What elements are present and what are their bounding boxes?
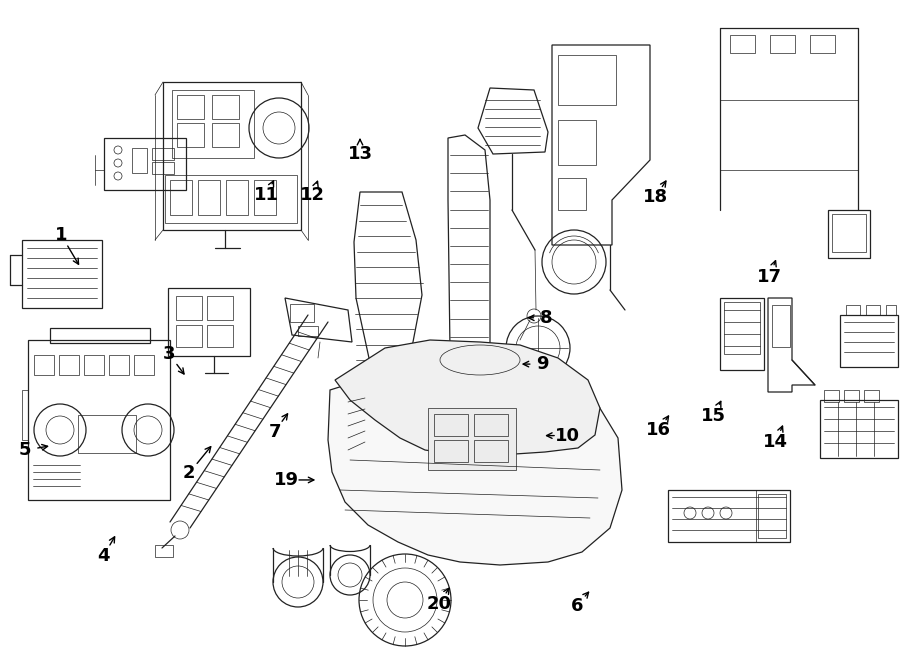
Bar [844,390,859,402]
Bar [558,55,616,105]
Text: 17: 17 [757,267,782,286]
Bar [428,408,516,470]
Bar [177,123,204,147]
Bar [155,545,173,557]
Text: 5: 5 [19,441,32,459]
Bar [254,180,276,215]
Text: 16: 16 [646,421,671,440]
Bar [226,180,248,215]
Text: 6: 6 [571,596,583,615]
Bar [730,35,755,53]
Bar [864,390,879,402]
Bar [28,340,170,500]
Bar [170,180,192,215]
Bar [810,35,835,53]
Bar [824,390,839,402]
Bar [165,175,297,223]
Bar [668,490,790,542]
Bar [134,355,154,375]
Bar [34,355,54,375]
Bar [298,326,318,336]
Text: 13: 13 [347,144,373,163]
Bar [176,325,202,347]
Bar [474,414,508,436]
Bar [290,304,314,322]
Text: 15: 15 [701,406,726,425]
Bar [434,414,468,436]
Bar [758,494,786,538]
Text: 14: 14 [763,433,788,451]
Bar [176,296,202,320]
Bar [84,355,104,375]
Bar [207,296,233,320]
Bar [846,305,860,315]
Polygon shape [328,362,622,565]
Bar [104,138,186,190]
Bar [177,95,204,119]
Text: 7: 7 [268,422,281,441]
Text: 19: 19 [274,471,299,489]
Bar [832,214,866,252]
Bar [50,328,150,343]
Bar [772,305,790,347]
Bar [132,148,147,173]
Bar [828,210,870,258]
Bar [109,355,129,375]
Bar [474,440,508,462]
Bar [163,82,301,230]
Bar [172,90,254,158]
Bar [198,180,220,215]
Text: 11: 11 [254,186,279,205]
Bar [212,95,239,119]
Bar [866,305,880,315]
Text: 12: 12 [300,186,325,205]
Bar [886,305,896,315]
Bar [168,288,250,356]
Bar [720,298,764,370]
Bar [78,415,136,453]
Bar [22,240,102,308]
Bar [212,123,239,147]
Text: 4: 4 [97,547,110,565]
Bar [152,162,174,174]
Bar [558,120,596,165]
Text: 3: 3 [163,345,176,363]
Bar [840,315,898,367]
Bar [207,325,233,347]
Bar [434,440,468,462]
Bar [152,148,174,160]
Text: 2: 2 [183,464,195,483]
Polygon shape [335,340,600,455]
Text: 10: 10 [554,426,580,445]
Bar [724,302,760,354]
Bar [558,178,586,210]
Bar [820,400,898,458]
Text: 8: 8 [540,308,553,327]
Text: 9: 9 [536,355,549,373]
Text: 20: 20 [427,594,452,613]
Text: 1: 1 [55,226,68,244]
Bar [59,355,79,375]
Text: 18: 18 [643,188,668,207]
Bar [770,35,795,53]
